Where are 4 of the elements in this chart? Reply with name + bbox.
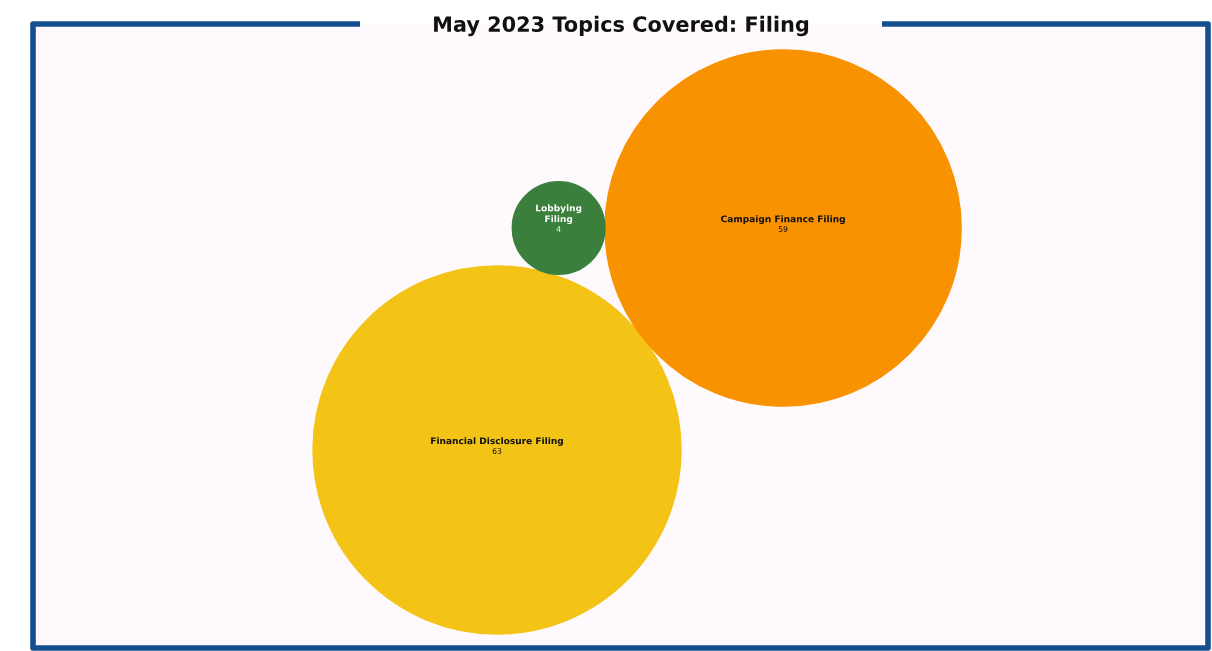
category-label: Campaign Finance Filing bbox=[721, 215, 845, 225]
category-label: Lobbying Filing bbox=[536, 204, 582, 225]
category-label: Financial Disclosure Filing bbox=[431, 437, 563, 446]
text: May 2023 Topics Covered: Filing bbox=[434, 15, 809, 37]
